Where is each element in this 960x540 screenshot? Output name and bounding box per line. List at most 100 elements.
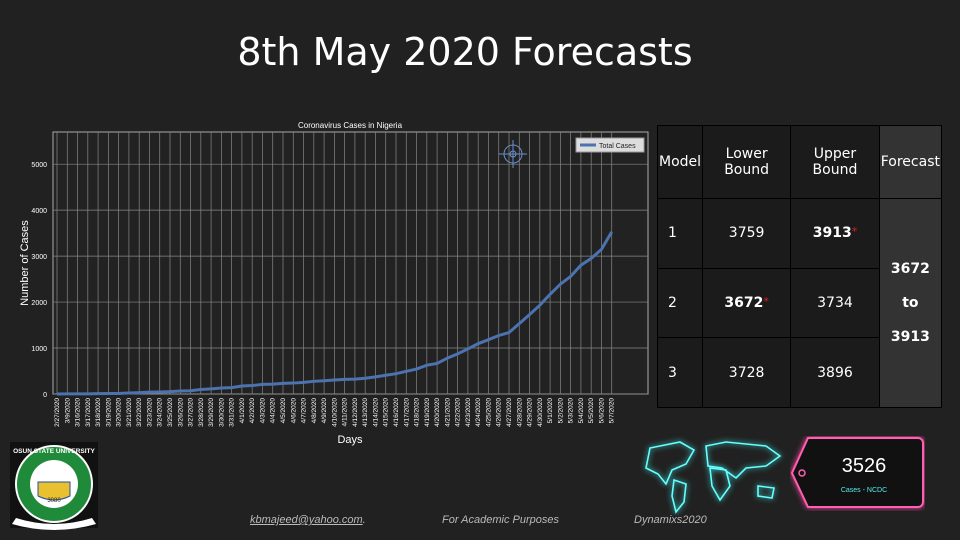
forecast-cell: 3672 to 3913 bbox=[878, 198, 943, 408]
x-tick-label: 4/27/2020 bbox=[506, 398, 513, 427]
x-tick-label: 2/27/2020 bbox=[54, 398, 61, 427]
chart-title: Coronavirus Cases in Nigeria bbox=[298, 121, 403, 130]
model-cell: 3 bbox=[656, 337, 704, 408]
x-tick-label: 5/6/2020 bbox=[598, 398, 605, 424]
x-tick-label: 3/30/2020 bbox=[218, 398, 225, 427]
forecast-low: 3672 bbox=[890, 261, 930, 277]
logo-number: 3080 bbox=[47, 498, 61, 504]
x-tick-label: 3/22/2020 bbox=[136, 398, 143, 427]
y-tick-label: 3000 bbox=[31, 254, 47, 261]
x-tick-label: 4/5/2020 bbox=[280, 398, 287, 424]
x-tick-label: 5/4/2020 bbox=[578, 398, 585, 424]
x-tick-label: 3/17/2020 bbox=[85, 398, 92, 427]
x-tick-label: 4/20/2020 bbox=[434, 398, 441, 427]
footer-brand: Dynamixs2020 bbox=[634, 514, 707, 526]
email[interactable]: kbmajeed@yahoo.com bbox=[250, 514, 363, 526]
x-tick-label: 4/3/2020 bbox=[259, 398, 266, 424]
y-axis-label: Number of Cases bbox=[19, 220, 31, 306]
x-tick-label: 4/12/2020 bbox=[352, 398, 359, 427]
x-tick-label: 4/8/2020 bbox=[311, 398, 318, 424]
y-tick-label: 5000 bbox=[31, 162, 47, 169]
x-tick-label: 4/24/2020 bbox=[475, 398, 482, 427]
table-header: Lower Bound bbox=[702, 125, 792, 199]
model-cell: 2 bbox=[656, 267, 704, 339]
x-tick-label: 3/9/2020 bbox=[64, 398, 71, 424]
bound-cell: 3734 bbox=[790, 267, 880, 339]
footer-email: kbmajeed@yahoo.com. bbox=[250, 514, 366, 526]
x-tick-label: 4/18/2020 bbox=[414, 398, 421, 427]
bound-cell: 3759 bbox=[702, 198, 792, 269]
virus-icon bbox=[499, 140, 527, 168]
x-tick-label: 4/6/2020 bbox=[290, 398, 297, 424]
model-cell: 1 bbox=[656, 198, 704, 269]
bound-cell: 3913* bbox=[790, 198, 880, 269]
x-tick-label: 4/17/2020 bbox=[403, 398, 410, 427]
legend-label: Total Cases bbox=[599, 143, 636, 150]
x-tick-label: 4/2/2020 bbox=[249, 398, 256, 424]
chart: Coronavirus Cases in Nigeria Days Number… bbox=[19, 121, 649, 446]
x-axis-label: Days bbox=[337, 434, 363, 446]
email-suffix: . bbox=[362, 514, 366, 526]
x-tick-label: 3/29/2020 bbox=[208, 398, 215, 427]
x-tick-label: 3/16/2020 bbox=[75, 398, 82, 427]
x-tick-label: 5/1/2020 bbox=[547, 398, 554, 424]
table-header: Forecast bbox=[878, 125, 943, 199]
x-tick-label: 3/28/2020 bbox=[198, 398, 205, 427]
forecast-table: Model Lower Bound Upper Bound Forecast 1… bbox=[656, 125, 943, 408]
x-tick-label: 3/21/2020 bbox=[126, 398, 133, 427]
x-tick-label: 3/27/2020 bbox=[188, 398, 195, 427]
x-tick-label: 3/20/2020 bbox=[116, 398, 123, 427]
bound: 3728 bbox=[728, 364, 765, 381]
x-tick-label: 4/29/2020 bbox=[527, 398, 534, 427]
footer-purpose: For Academic Purposes bbox=[442, 514, 559, 526]
x-tick-label: 4/28/2020 bbox=[516, 398, 523, 427]
y-tick-label: 2000 bbox=[31, 300, 47, 307]
plot-area bbox=[52, 131, 649, 395]
table-header: Model bbox=[656, 125, 704, 199]
table-header: Upper Bound bbox=[790, 125, 880, 199]
x-tick-label: 4/30/2020 bbox=[537, 398, 544, 427]
x-tick-label: 4/25/2020 bbox=[485, 398, 492, 427]
x-tick-label: 4/16/2020 bbox=[393, 398, 400, 427]
x-tick-label: 4/15/2020 bbox=[383, 398, 390, 427]
x-tick-label: 3/18/2020 bbox=[95, 398, 102, 427]
y-tick-label: 0 bbox=[43, 392, 47, 399]
x-tick-label: 4/19/2020 bbox=[424, 398, 431, 427]
x-tick-label: 4/7/2020 bbox=[301, 398, 308, 424]
y-tick-label: 4000 bbox=[31, 208, 47, 215]
x-tick-label: 5/5/2020 bbox=[588, 398, 595, 424]
x-tick-label: 4/21/2020 bbox=[444, 398, 451, 427]
bound-cell: 3896 bbox=[790, 337, 880, 408]
forecast-high: 3913 bbox=[890, 329, 930, 345]
x-tick-label: 4/13/2020 bbox=[362, 398, 369, 427]
x-tick-label: 3/31/2020 bbox=[229, 398, 236, 427]
line-series bbox=[56, 231, 614, 396]
x-tick-label: 4/23/2020 bbox=[465, 398, 472, 427]
x-tick-label: 5/7/2020 bbox=[609, 398, 616, 424]
x-tick-label: 4/10/2020 bbox=[331, 398, 338, 427]
bound: 3759 bbox=[728, 225, 765, 242]
bound: 3672 bbox=[724, 294, 764, 311]
forecast-to: to bbox=[902, 295, 919, 311]
x-tick-label: 3/23/2020 bbox=[146, 398, 153, 427]
x-tick-label: 4/9/2020 bbox=[321, 398, 328, 424]
x-tick-label: 4/26/2020 bbox=[496, 398, 503, 427]
bound-cell: 3728 bbox=[702, 337, 792, 408]
highlight-mark: * bbox=[763, 294, 769, 308]
logo-name: OSUN STATE UNIVERSITY bbox=[13, 448, 95, 455]
world-map bbox=[645, 441, 782, 514]
cases-value: 3526 bbox=[842, 455, 887, 477]
bound: 3896 bbox=[817, 364, 853, 381]
x-tick-label: 5/2/2020 bbox=[557, 398, 564, 424]
university-logo: OSUN STATE UNIVERSITY 3080 bbox=[10, 442, 98, 530]
cases-label: Cases - NCDC bbox=[841, 487, 887, 494]
legend-box bbox=[575, 137, 645, 153]
y-tick-label: 1000 bbox=[31, 346, 47, 353]
x-tick-label: 4/22/2020 bbox=[455, 398, 462, 427]
x-tick-label: 4/11/2020 bbox=[342, 398, 349, 427]
x-tick-label: 4/4/2020 bbox=[270, 398, 277, 424]
x-tick-label: 3/26/2020 bbox=[177, 398, 184, 427]
x-tick-label: 3/25/2020 bbox=[167, 398, 174, 427]
bound: 3734 bbox=[817, 294, 853, 311]
